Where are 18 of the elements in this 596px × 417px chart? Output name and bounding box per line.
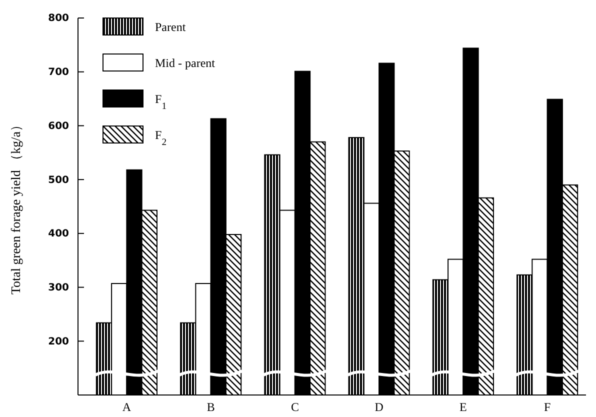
y-tick-label: 400 [48,228,70,240]
x-tick-label: E [460,400,467,414]
y-tick-label: 800 [48,13,70,24]
x-tick-label: A [122,400,132,414]
legend-label: Parent [155,20,186,34]
x-tick-label: D [374,400,384,414]
y-tick-label: 200 [48,336,70,348]
legend-label: F$_{2}$ [155,128,167,148]
x-tick-label: C [290,400,299,414]
y-tick-label: 500 [48,174,70,186]
y-axis-title: Total green forage yield （kg/a） [8,118,23,294]
y-tick-label: 300 [48,282,70,294]
legend-label: Mid - parent [155,56,216,70]
legend-label: F$_{1}$ [155,92,167,112]
y-tick-label: 700 [48,67,70,78]
y-tick-label: 600 [48,120,70,132]
x-tick-label: F [544,400,551,414]
x-tick-label: B [206,400,215,414]
